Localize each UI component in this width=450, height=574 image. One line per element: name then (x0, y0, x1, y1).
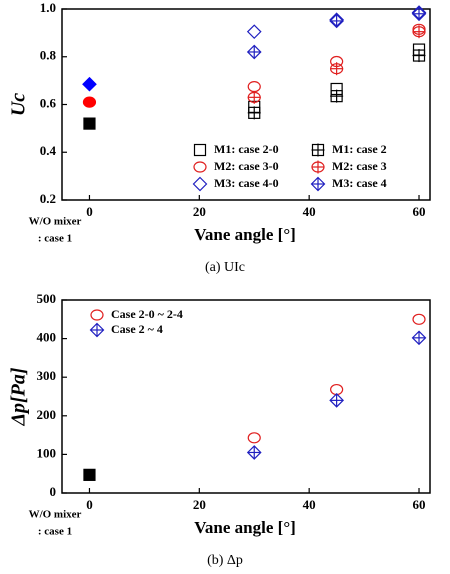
x-axis-label: Vane angle [°] (194, 518, 296, 537)
data-point (411, 330, 427, 346)
y-tick-label: 500 (37, 291, 57, 306)
legend-entry: Case 2 ~ 4 (89, 322, 163, 338)
legend-entry: M2: case 3-0 (193, 159, 279, 173)
marker-shape (192, 176, 208, 192)
legend-label: M1: case 2 (332, 142, 387, 156)
y-tick-label: 200 (37, 407, 57, 422)
data-point (247, 90, 261, 104)
legend-label: M2: case 3-0 (214, 159, 279, 173)
y-tick-label: 1.0 (40, 0, 56, 15)
y-tick-label: 400 (37, 330, 57, 345)
marker-shape (82, 96, 97, 108)
chart: 0.2 0.4 0.6 0.8 1.0 0 20 40 60 Vane angle [°] Uc W/… (8, 0, 431, 275)
marker-shape (82, 76, 97, 92)
marker-shape (193, 143, 207, 157)
marker-shape (412, 313, 426, 325)
annotation: : case 1 (38, 233, 72, 245)
data-point (247, 432, 261, 444)
legend-entry: M3: case 4-0 (192, 176, 279, 192)
y-tick-label: 300 (37, 368, 57, 383)
data-point (412, 25, 426, 39)
chart: 0 100 200 300 400 500 0 20 40 60 Vane angle [°] Δp[… (8, 291, 431, 568)
legend-label: Case 2-0 ~ 2-4 (111, 307, 183, 321)
x-tick-label: 0 (86, 497, 93, 512)
annotation: W/O mixer (29, 509, 82, 521)
legend-label: M3: case 4-0 (214, 176, 279, 190)
x-tick-label: 40 (303, 204, 316, 219)
data-point (247, 80, 261, 93)
x-tick-label: 60 (413, 497, 426, 512)
data-point (412, 49, 426, 63)
marker-shape (193, 161, 207, 173)
x-tick-label: 40 (303, 497, 316, 512)
data-point (83, 117, 96, 130)
data-point (82, 76, 97, 92)
data-point (83, 468, 96, 481)
y-tick-label: 100 (37, 445, 57, 460)
y-axis-label: Uc (8, 93, 30, 116)
data-point (329, 393, 344, 408)
x-tick-label: 20 (193, 204, 206, 219)
marker-shape (246, 24, 262, 40)
legend-label: Case 2 ~ 4 (111, 322, 163, 336)
data-point (412, 313, 426, 325)
plot-frame (61, 299, 431, 494)
y-axis-label: Δp[Pa] (8, 367, 30, 426)
y-tick-label: 0.2 (40, 191, 56, 206)
data-point (329, 13, 344, 29)
y-tick-label: 0.4 (40, 143, 57, 158)
data-point (247, 106, 261, 120)
data-point (330, 89, 344, 103)
annotation: : case 1 (38, 526, 72, 538)
legend-entry: M2: case 3 (311, 159, 387, 174)
y-tick-label: 0.6 (40, 95, 57, 110)
marker-shape (83, 117, 96, 130)
legend-entry: Case 2-0 ~ 2-4 (90, 307, 183, 321)
data-point (246, 44, 262, 60)
x-tick-label: 0 (86, 204, 93, 219)
data-point (246, 24, 262, 40)
legend-entry: M1: case 2 (311, 142, 387, 157)
data-point (411, 6, 427, 22)
marker-shape (247, 432, 261, 444)
y-tick-label: 0.8 (40, 48, 57, 63)
marker-shape (247, 80, 261, 93)
marker-shape (90, 309, 104, 321)
x-axis-label: Vane angle [°] (194, 225, 296, 244)
data-point (246, 445, 262, 460)
legend-label: M3: case 4 (332, 176, 387, 190)
caption: (b) Δp (207, 553, 243, 568)
legend-label: M1: case 2-0 (214, 142, 279, 156)
y-tick-label: 0 (50, 484, 57, 499)
marker-shape (83, 468, 96, 481)
legend-entry: M3: case 4 (310, 176, 387, 192)
annotation: W/O mixer (29, 216, 82, 228)
data-point (330, 62, 344, 76)
legend-entry: M1: case 2-0 (193, 142, 279, 157)
caption: (a) UIc (205, 260, 245, 275)
legend-label: M2: case 3 (332, 159, 387, 173)
x-tick-label: 60 (413, 204, 426, 219)
data-point (82, 96, 97, 108)
x-tick-label: 20 (193, 497, 206, 512)
